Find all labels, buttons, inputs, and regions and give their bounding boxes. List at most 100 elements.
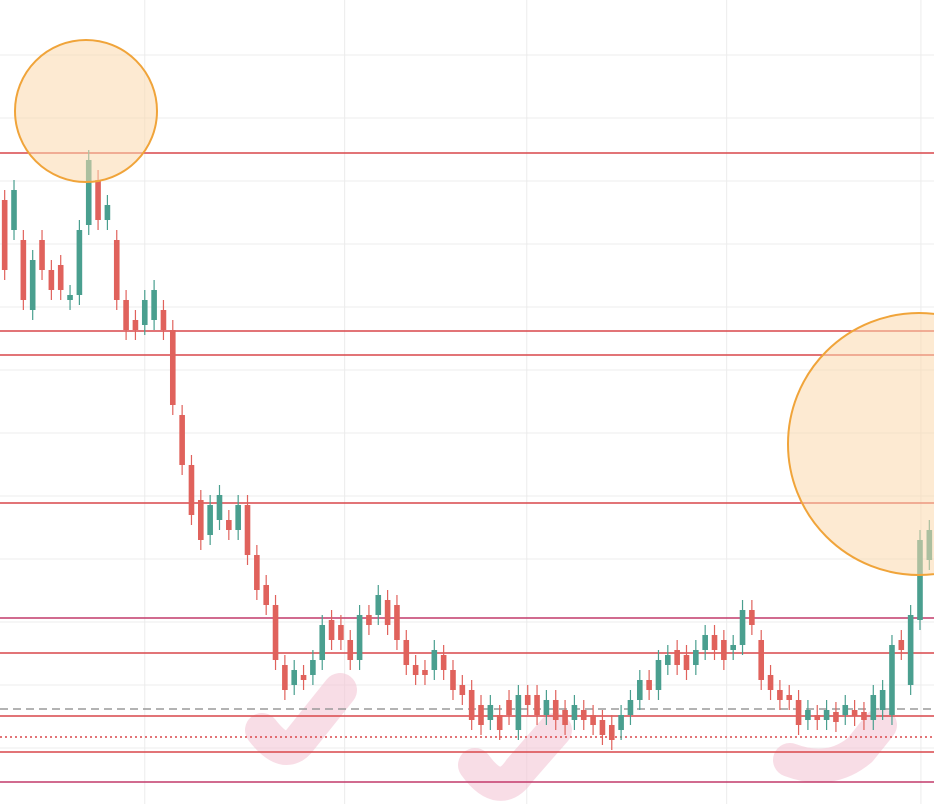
candle-body bbox=[29, 260, 36, 310]
candle-body bbox=[552, 700, 559, 720]
candle-body bbox=[599, 720, 606, 735]
candle-body bbox=[412, 665, 419, 675]
candle-body bbox=[282, 665, 288, 690]
candle-body bbox=[590, 715, 596, 725]
candle-body bbox=[627, 700, 634, 715]
highlight-circle bbox=[14, 39, 158, 183]
candle-body bbox=[48, 270, 55, 290]
candle-body bbox=[347, 640, 354, 660]
candle-body bbox=[188, 465, 195, 515]
candles bbox=[1, 150, 933, 750]
candle-body bbox=[85, 160, 92, 225]
candle-body bbox=[394, 605, 400, 640]
candle-body bbox=[693, 650, 699, 665]
candle-body bbox=[758, 640, 765, 680]
candle-body bbox=[795, 700, 802, 725]
levels bbox=[0, 152, 934, 783]
candle-body bbox=[39, 240, 45, 270]
candle-body bbox=[141, 300, 148, 325]
candle-body bbox=[235, 505, 241, 530]
candle-body bbox=[711, 635, 718, 650]
candle-body bbox=[749, 610, 755, 625]
candle-body bbox=[76, 230, 83, 295]
candle-body bbox=[636, 680, 643, 700]
candle-body bbox=[20, 240, 27, 300]
candle-body bbox=[384, 600, 391, 625]
candle-body bbox=[543, 700, 550, 715]
candle-body bbox=[861, 712, 867, 720]
candle-body bbox=[216, 495, 223, 520]
check-annotations bbox=[245, 673, 897, 801]
candle-body bbox=[123, 300, 129, 330]
candle-body bbox=[300, 675, 307, 680]
candle-body bbox=[851, 710, 858, 716]
candle-body bbox=[403, 640, 410, 665]
candle-body bbox=[319, 625, 326, 660]
candle-body bbox=[468, 690, 475, 720]
candle-body bbox=[702, 635, 708, 650]
candle-body bbox=[254, 555, 260, 590]
candle-body bbox=[422, 670, 428, 675]
candle-body bbox=[907, 615, 914, 685]
check-mark bbox=[245, 673, 357, 765]
candle-body bbox=[665, 655, 671, 665]
candle-body bbox=[655, 660, 662, 690]
candle-body bbox=[478, 705, 484, 725]
candle-body bbox=[580, 710, 587, 720]
candle-body bbox=[506, 700, 512, 715]
candle-body bbox=[646, 680, 652, 690]
check-mark bbox=[458, 713, 572, 801]
candle-body bbox=[674, 650, 680, 665]
candle-body bbox=[11, 190, 17, 230]
candle-body bbox=[207, 505, 213, 535]
candle-body bbox=[842, 705, 849, 715]
candle-body bbox=[879, 690, 886, 710]
candle-body bbox=[777, 690, 783, 700]
candle-body bbox=[833, 712, 839, 722]
candle-body bbox=[730, 645, 736, 650]
candle-body bbox=[67, 295, 73, 300]
candle-body bbox=[310, 660, 316, 675]
candle-body bbox=[814, 715, 821, 720]
candle-body bbox=[459, 685, 466, 695]
candle-body bbox=[431, 650, 438, 670]
candle-body bbox=[95, 180, 101, 220]
candle-body bbox=[356, 615, 363, 660]
highlight-circle bbox=[787, 312, 934, 576]
candle-body bbox=[562, 710, 568, 725]
candle-body bbox=[805, 710, 811, 720]
candle-body bbox=[496, 715, 503, 730]
candle-body bbox=[608, 725, 615, 740]
candle-body bbox=[179, 415, 185, 465]
candle-body bbox=[338, 625, 344, 640]
candle-body bbox=[870, 695, 877, 720]
candle-body bbox=[823, 710, 830, 720]
candle-body bbox=[263, 585, 269, 605]
candle-body bbox=[739, 610, 746, 645]
candle-body bbox=[515, 695, 522, 730]
candle-body bbox=[683, 655, 690, 670]
candle-body bbox=[132, 320, 139, 330]
candle-body bbox=[917, 540, 923, 620]
candle-body bbox=[889, 645, 895, 715]
candle-body bbox=[113, 240, 120, 300]
candle-body bbox=[272, 605, 279, 660]
candle-body bbox=[618, 715, 624, 730]
candle-body bbox=[375, 595, 382, 615]
circle-annotations bbox=[14, 39, 934, 576]
candle-body bbox=[151, 290, 157, 320]
candle-body bbox=[721, 640, 727, 660]
candle-body bbox=[440, 655, 447, 670]
check-mark bbox=[773, 708, 897, 783]
candle-body bbox=[524, 695, 531, 705]
candle-body bbox=[57, 265, 64, 290]
candle-body bbox=[328, 620, 335, 640]
candle-body bbox=[160, 310, 167, 330]
candle-body bbox=[366, 615, 372, 625]
candle-body bbox=[534, 695, 540, 715]
candle-body bbox=[487, 705, 494, 720]
candle-body bbox=[1, 200, 8, 270]
candle-body bbox=[104, 205, 111, 220]
candle-body bbox=[571, 705, 578, 720]
candle-body bbox=[767, 675, 774, 690]
